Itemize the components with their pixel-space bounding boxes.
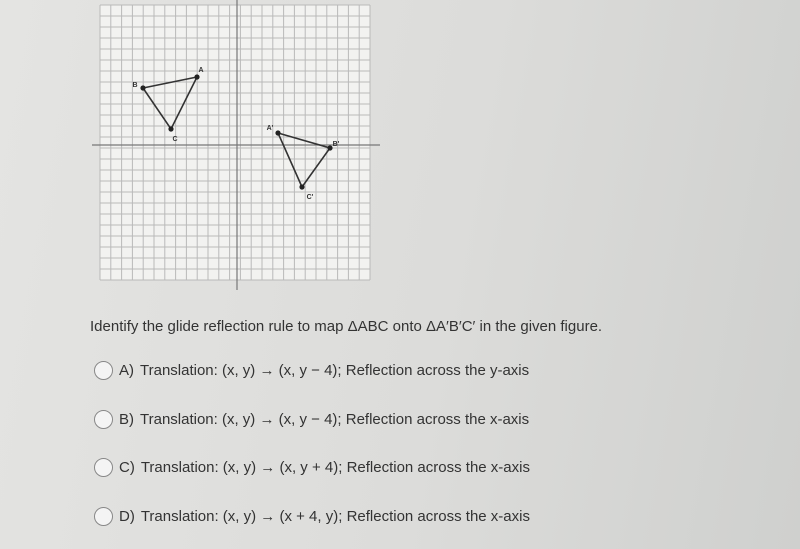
graph-bg <box>100 5 370 280</box>
point <box>327 145 333 151</box>
point-label: A' <box>267 125 274 132</box>
radio-button[interactable] <box>94 361 113 380</box>
option-letter: D) <box>119 508 135 525</box>
option-text: Translation: (x, y) → (x + 4, y); Reflec… <box>140 508 530 525</box>
radio-button[interactable] <box>94 507 113 526</box>
option-letter: B) <box>119 411 134 428</box>
point <box>299 184 305 190</box>
option-letter: C) <box>119 459 135 476</box>
option-text: Translation: (x, y) → (x, y − 4); Reflec… <box>140 411 530 428</box>
option: B) Translation: (x, y) → (x, y − 4); Refl… <box>94 410 529 429</box>
option-letter: A) <box>119 362 134 379</box>
radio-button[interactable] <box>94 458 113 477</box>
point-label: B <box>132 82 137 89</box>
option: D) Translation: (x, y) → (x + 4, y); Refl… <box>94 507 530 526</box>
point-label: C' <box>307 194 314 201</box>
triangle-abc-image <box>276 131 332 189</box>
triangle-abc <box>141 75 199 131</box>
radio-button[interactable] <box>94 410 113 429</box>
option: A) Translation: (x, y) → (x, y − 4); Refl… <box>94 361 529 380</box>
point <box>140 85 146 91</box>
option: C) Translation: (x, y) → (x, y + 4); Refl… <box>94 458 530 477</box>
point-label: B' <box>333 141 340 148</box>
option-text: Translation: (x, y) → (x, y + 4); Reflec… <box>140 459 530 476</box>
point-label: C <box>172 136 177 143</box>
point <box>275 130 281 136</box>
coordinate-graph: A B C A' B' C' <box>92 0 380 290</box>
question: Identify the glide reflection rule to ma… <box>90 318 603 335</box>
point <box>194 74 200 80</box>
option-text: Translation: (x, y) → (x, y − 4); Reflec… <box>140 362 530 379</box>
point <box>168 126 174 132</box>
point-label: A <box>198 67 203 74</box>
